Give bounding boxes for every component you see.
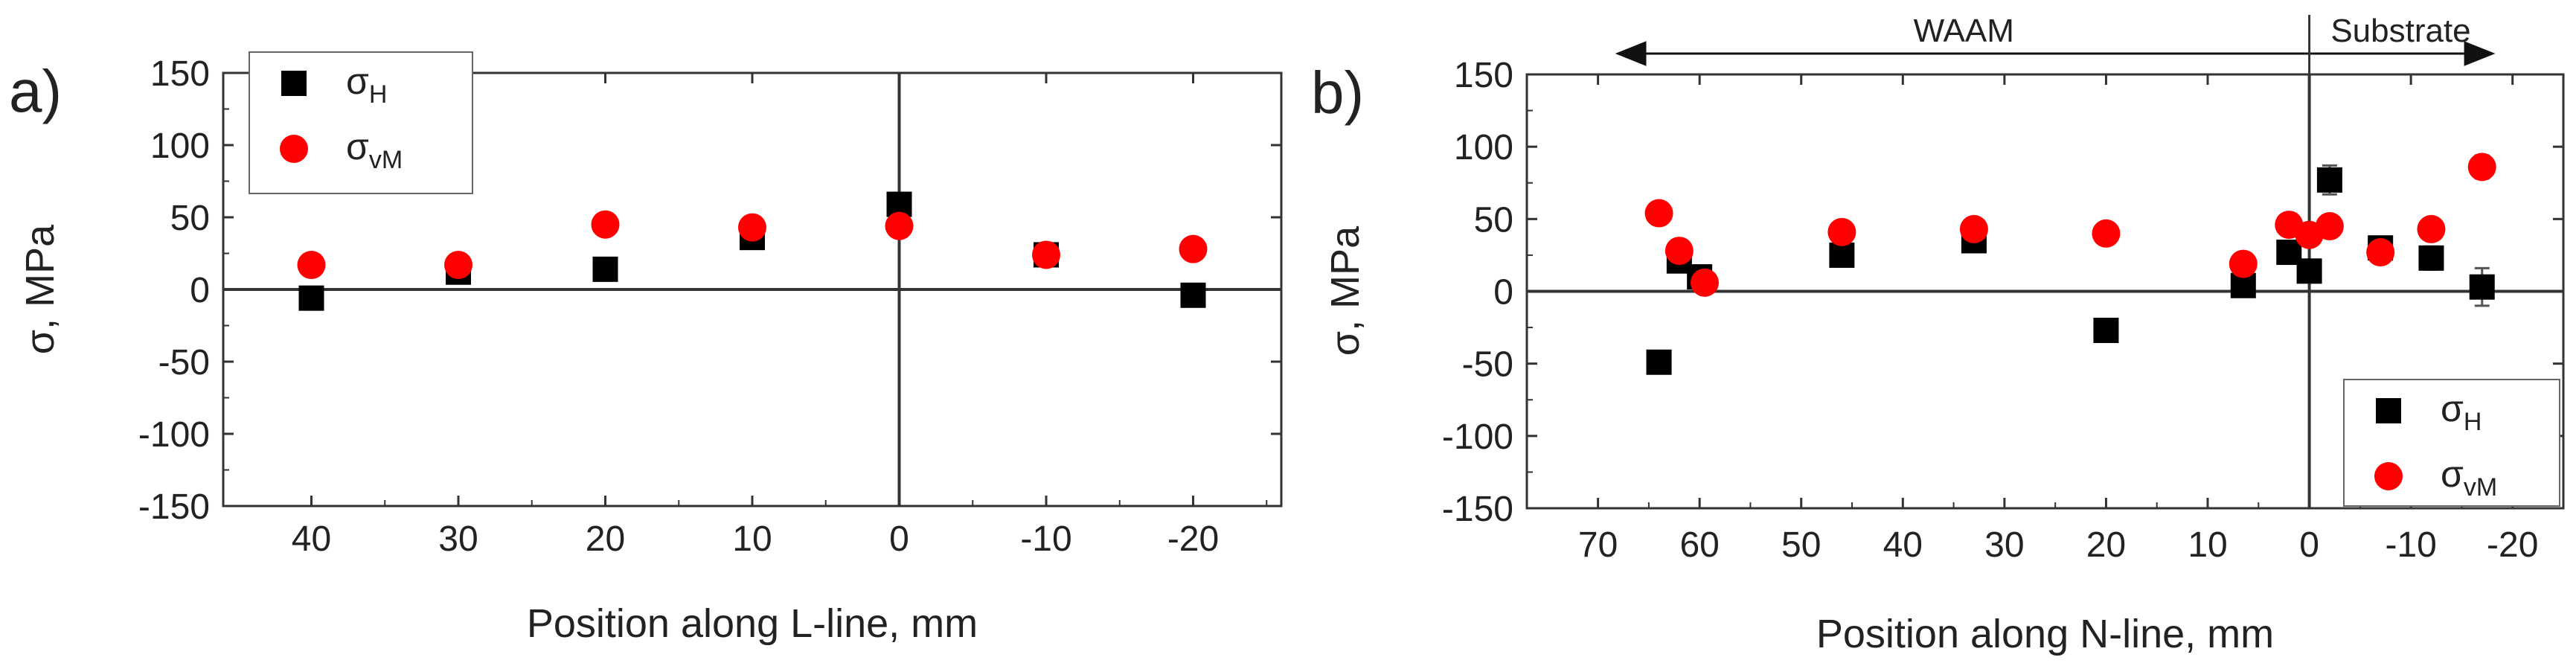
data-point-sigma-vm — [2092, 219, 2121, 248]
y-tick-label: -100 — [138, 415, 210, 455]
y-axis-label: σ, MPa — [1323, 225, 1368, 356]
data-point-sigma-vm — [444, 251, 472, 280]
data-point-sigma-vm — [1644, 199, 1673, 228]
y-tick-label: -50 — [158, 343, 210, 382]
y-tick-label: 50 — [1474, 200, 1513, 240]
data-point-sigma-h — [592, 256, 618, 282]
legend-marker-sigma-h — [2376, 398, 2401, 423]
y-tick-label: 0 — [1493, 273, 1513, 313]
x-tick-label: -20 — [1167, 519, 1219, 559]
x-tick-label: 50 — [1781, 525, 1821, 565]
legend-symbol: σ — [346, 60, 369, 102]
y-axis-label: σ, MPa — [18, 224, 63, 354]
y-tick-label: 0 — [190, 271, 210, 310]
y-tick-label: -100 — [1442, 417, 1513, 457]
x-tick-label: 10 — [732, 519, 772, 559]
y-tick-label: -50 — [1462, 345, 1513, 385]
panel-label: b) — [1311, 60, 1364, 126]
legend-label-sigma-vm: σvM — [346, 126, 403, 174]
y-tick-label: 100 — [150, 127, 210, 166]
data-point-sigma-h — [1180, 282, 1206, 308]
y-tick-label: 150 — [150, 54, 210, 94]
data-point-sigma-h — [2469, 274, 2495, 300]
x-tick-label: 0 — [889, 519, 909, 559]
region-label-substrate: Substrate — [2330, 13, 2470, 49]
data-point-sigma-h — [1646, 349, 1672, 375]
legend-subscript: H — [369, 80, 388, 109]
x-tick-label: 40 — [292, 519, 331, 559]
data-point-sigma-vm — [1827, 217, 1856, 246]
x-tick-label: 20 — [586, 519, 625, 559]
data-point-sigma-vm — [2229, 249, 2258, 278]
region-label-waam: WAAM — [1914, 13, 2014, 49]
data-point-sigma-vm — [2315, 212, 2344, 241]
legend-marker-sigma-vm — [2374, 462, 2403, 490]
legend-subscript: vM — [369, 146, 403, 174]
data-point-sigma-h — [2316, 167, 2342, 193]
data-point-sigma-vm — [1959, 214, 1988, 243]
x-axis-label: Position along N-line, mm — [1816, 612, 2274, 656]
legend-subscript: H — [2464, 408, 2482, 436]
x-tick-label: 10 — [2188, 525, 2227, 565]
x-tick-label: -10 — [2385, 525, 2436, 565]
y-tick-label: 100 — [1454, 128, 1513, 167]
legend-label-sigma-h: σH — [346, 60, 387, 109]
legend-symbol: σ — [2441, 453, 2464, 495]
legend-label-sigma-vm: σvM — [2441, 453, 2497, 502]
panel-label: a) — [9, 58, 62, 124]
x-tick-label: 70 — [1578, 525, 1618, 565]
data-point-sigma-vm — [1690, 268, 1719, 297]
data-point-sigma-vm — [885, 211, 914, 240]
data-point-sigma-vm — [2417, 214, 2446, 243]
legend-subscript: vM — [2464, 473, 2497, 502]
data-point-sigma-vm — [1032, 240, 1060, 269]
legend-marker-sigma-h — [281, 71, 307, 96]
data-point-sigma-vm — [297, 251, 326, 280]
y-tick-label: -150 — [1442, 490, 1513, 529]
legend-marker-sigma-vm — [280, 135, 308, 163]
legend-label-sigma-h: σH — [2441, 388, 2482, 436]
data-point-sigma-h — [298, 285, 324, 311]
x-tick-label: 30 — [438, 519, 478, 559]
data-point-sigma-h — [2093, 317, 2119, 343]
data-point-sigma-h — [2418, 245, 2444, 271]
y-tick-label: 150 — [1454, 56, 1513, 95]
x-tick-label: 40 — [1883, 525, 1923, 565]
legend-symbol: σ — [2441, 388, 2464, 429]
y-tick-label: -150 — [138, 487, 210, 527]
x-tick-label: -10 — [1020, 519, 1071, 559]
data-point-sigma-vm — [591, 210, 620, 239]
y-tick-label: 50 — [170, 199, 210, 238]
x-tick-label: 20 — [2086, 525, 2126, 565]
data-point-sigma-vm — [2467, 153, 2496, 182]
data-point-sigma-vm — [1665, 237, 1694, 266]
data-point-sigma-h — [1829, 242, 1855, 268]
x-axis-label: Position along L-line, mm — [527, 601, 978, 646]
legend-symbol: σ — [346, 126, 369, 167]
x-tick-label: 60 — [1679, 525, 1719, 565]
data-point-sigma-vm — [1179, 234, 1208, 263]
x-tick-label: -20 — [2487, 525, 2538, 565]
x-tick-label: 30 — [1984, 525, 2024, 565]
data-point-sigma-vm — [2366, 238, 2395, 267]
x-tick-label: 0 — [2299, 525, 2319, 565]
data-point-sigma-h — [2296, 258, 2322, 284]
data-point-sigma-vm — [738, 213, 766, 242]
